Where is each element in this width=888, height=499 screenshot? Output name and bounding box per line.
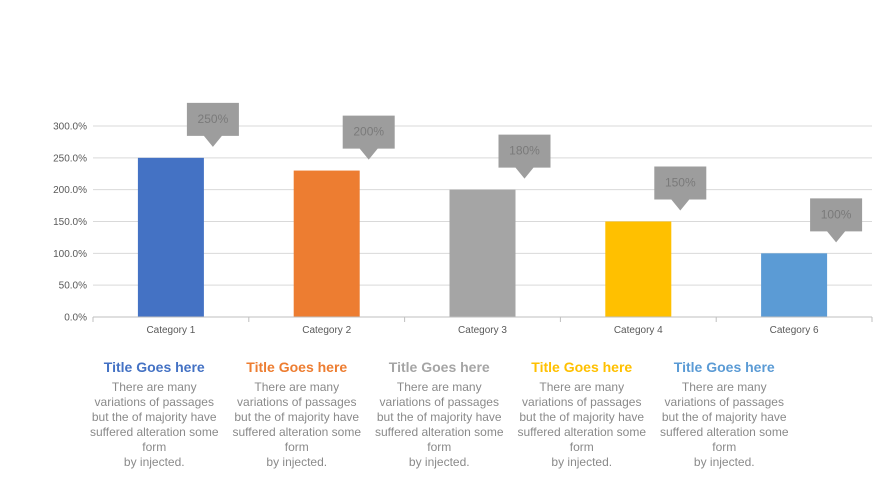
callout-label: 250%	[198, 112, 229, 126]
caption-title: Title Goes here	[531, 359, 633, 375]
caption-title: Title Goes here	[673, 359, 775, 375]
caption-line: form	[427, 440, 452, 454]
caption-line: but the of majority have	[519, 410, 645, 424]
caption-line: There are many	[254, 380, 340, 394]
x-tick-label: Category 6	[770, 325, 819, 336]
callout-box	[498, 134, 551, 179]
caption-2: Title Goes here There are many variation…	[226, 358, 369, 470]
callout-box	[186, 102, 239, 147]
caption-5: Title Goes here There are many variation…	[653, 358, 796, 470]
caption-body: There are many variations of passages bu…	[226, 380, 369, 470]
callout-box	[342, 115, 395, 160]
caption-title: Title Goes here	[388, 359, 490, 375]
caption-line: There are many	[539, 380, 625, 394]
caption-body: There are many variations of passages bu…	[83, 380, 226, 470]
caption-body: There are many variations of passages bu…	[511, 380, 654, 470]
caption-title: Title Goes here	[103, 359, 205, 375]
x-tick-label: Category 4	[614, 325, 663, 336]
caption-line: suffered alteration some	[232, 425, 362, 439]
caption-line: but the of majority have	[376, 410, 502, 424]
x-tick-label: Category 1	[146, 325, 195, 336]
caption-line: suffered alteration some	[517, 425, 647, 439]
x-tick-label: Category 3	[458, 325, 507, 336]
callout-label: 100%	[821, 207, 852, 221]
bar	[605, 221, 672, 317]
caption-line: but the of majority have	[234, 410, 360, 424]
callouts: 250% 200% 180% 150% 100%	[186, 102, 863, 243]
caption-line: but the of majority have	[661, 410, 787, 424]
caption-line: suffered alteration some	[659, 425, 789, 439]
caption-body: There are many variations of passages bu…	[368, 380, 511, 470]
caption-line: variations of passages	[664, 395, 784, 409]
caption-line: form	[284, 440, 309, 454]
caption-line: variations of passages	[522, 395, 642, 409]
callout-label: 180%	[509, 144, 540, 158]
bars	[137, 157, 828, 317]
caption-line: by injected.	[266, 455, 328, 469]
y-tick-label: 200.0%	[53, 185, 87, 196]
captions-row: Title Goes here There are many variation…	[83, 358, 803, 470]
y-tick-label: 0.0%	[64, 313, 87, 324]
caption-line: by injected.	[693, 455, 755, 469]
caption-line: form	[142, 440, 167, 454]
x-tick-label: Category 2	[302, 325, 351, 336]
caption-line: by injected.	[551, 455, 613, 469]
caption-line: variations of passages	[94, 395, 214, 409]
caption-line: variations of passages	[379, 395, 499, 409]
callout-box	[810, 198, 863, 243]
callout-label: 200%	[353, 125, 384, 139]
caption-line: suffered alteration some	[374, 425, 504, 439]
callout-box	[654, 166, 707, 211]
y-tick-label: 50.0%	[59, 281, 87, 292]
caption-3: Title Goes here There are many variation…	[368, 358, 511, 470]
x-axis: Category 1 Category 2 Category 3 Category 4…	[92, 316, 873, 336]
y-axis-ticks: 0.0% 50.0% 100.0% 150.0% 200.0% 250.0% 300.0%	[53, 122, 87, 324]
caption-line: form	[569, 440, 594, 454]
y-tick-label: 300.0%	[53, 122, 87, 133]
caption-line: by injected.	[408, 455, 470, 469]
callout-label: 150%	[665, 176, 696, 190]
caption-line: There are many	[396, 380, 482, 394]
caption-line: There are many	[681, 380, 767, 394]
bar	[137, 157, 204, 317]
caption-line: form	[712, 440, 737, 454]
bar	[761, 253, 828, 317]
caption-line: suffered alteration some	[89, 425, 219, 439]
caption-1: Title Goes here There are many variation…	[83, 358, 226, 470]
caption-4: Title Goes here There are many variation…	[511, 358, 654, 470]
caption-body: There are many variations of passages bu…	[653, 380, 796, 470]
caption-title: Title Goes here	[246, 359, 348, 375]
bar	[449, 189, 516, 317]
y-tick-label: 150.0%	[53, 217, 87, 228]
y-tick-label: 100.0%	[53, 249, 87, 260]
caption-line: There are many	[111, 380, 197, 394]
y-tick-label: 250.0%	[53, 153, 87, 164]
caption-line: but the of majority have	[91, 410, 217, 424]
bar	[293, 170, 360, 317]
caption-line: by injected.	[123, 455, 185, 469]
caption-line: variations of passages	[237, 395, 357, 409]
